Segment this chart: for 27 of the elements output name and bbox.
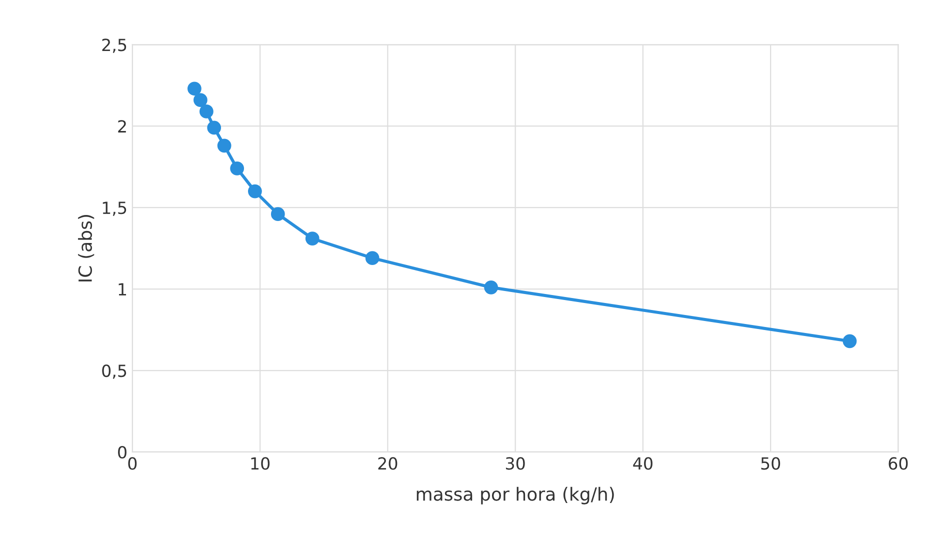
y-tick-label: 1 (118, 283, 126, 296)
point (217, 138, 232, 153)
y-tick-label: 2 (118, 120, 126, 132)
x-tick-label: 20 (378, 457, 398, 470)
x-tick-label: 60 (888, 457, 908, 470)
point (248, 184, 262, 198)
point (270, 207, 285, 222)
point (842, 334, 857, 348)
x-tick-label: 30 (506, 457, 525, 470)
x-tick-label: 0 (128, 457, 137, 470)
x-tick-label: 10 (251, 457, 270, 470)
point (200, 104, 214, 118)
y-tick-label: 0 (118, 446, 126, 459)
x-tick-label: 50 (761, 457, 780, 470)
point (207, 120, 222, 135)
point (365, 251, 380, 266)
y-tick-label: 2,5 (102, 38, 126, 53)
y-tick-label: 0,5 (102, 364, 126, 379)
point (305, 232, 320, 246)
point (188, 82, 202, 96)
point (230, 162, 244, 176)
point (484, 280, 498, 294)
y-axis-title: IC (abs) (78, 215, 94, 282)
x-axis-title: massa por hora (kg/h) (416, 486, 614, 504)
y-tick-label: 1,5 (102, 202, 126, 216)
point (194, 93, 208, 107)
x-tick-label: 40 (633, 457, 652, 470)
